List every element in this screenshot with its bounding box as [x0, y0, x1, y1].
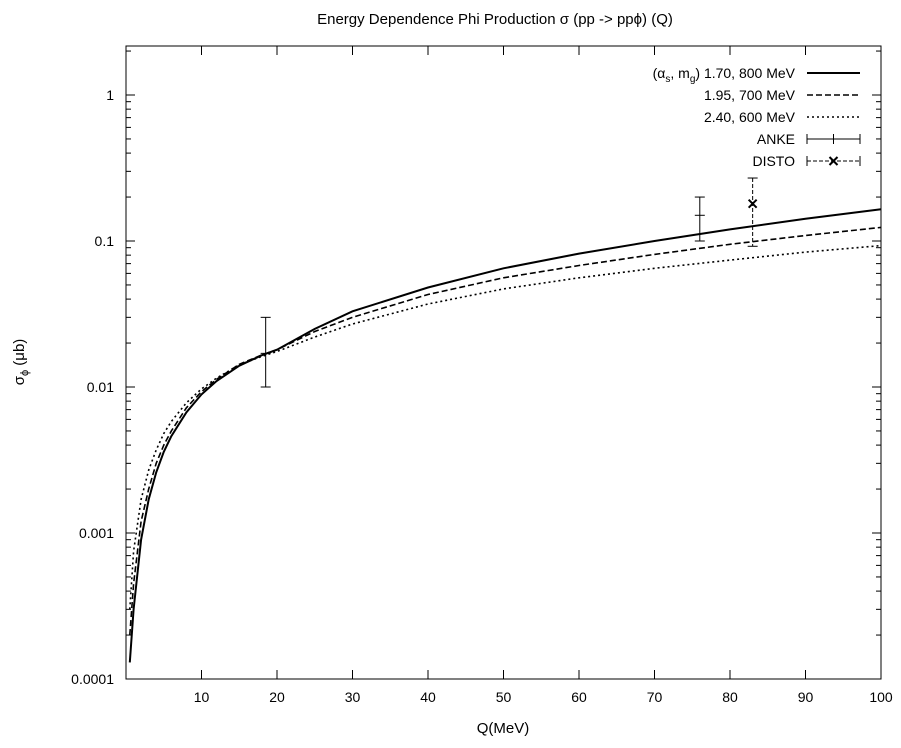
x-tick-label: 40 — [420, 689, 436, 705]
y-axis-ticks: 0.0001 0.001 0.01 0.1 1 — [71, 50, 881, 687]
data-point-anke — [260, 316, 271, 388]
series-line-3 — [129, 244, 882, 610]
y-tick-label: 0.001 — [79, 525, 114, 541]
y-axis-label-subscript: ϕ — [19, 370, 31, 376]
x-axis-label: Q(MeV) — [477, 720, 530, 737]
x-tick-label: 50 — [496, 689, 512, 705]
chart-title: Energy Dependence Phi Production σ (pp -… — [317, 11, 673, 28]
y-axis-label-symbol: σ — [11, 375, 28, 385]
y-tick-label: 0.0001 — [71, 671, 114, 687]
legend-label-3: 2.40, 600 MeV — [704, 109, 796, 125]
x-tick-label: 60 — [571, 689, 587, 705]
series-layer — [128, 208, 882, 663]
y-axis-label-unit: (μb) — [11, 339, 28, 370]
x-tick-label: 30 — [345, 689, 361, 705]
y-axis-label: σϕ (μb) — [11, 339, 31, 386]
series-line-2 — [129, 226, 882, 636]
y-tick-label: 0.01 — [87, 379, 114, 395]
points-layer — [260, 177, 758, 388]
legend-label-1: (αs, mg) 1.70, 800 MeV — [653, 65, 796, 85]
x-tick-label: 20 — [269, 689, 285, 705]
y-tick-label: 1 — [106, 87, 114, 103]
x-axis-ticks: 10 20 30 40 50 60 70 80 90 100 — [194, 46, 893, 705]
legend-swatch-disto — [806, 156, 861, 166]
x-tick-label: 80 — [722, 689, 738, 705]
legend-label-anke: ANKE — [757, 131, 795, 147]
legend-label-2: 1.95, 700 MeV — [704, 87, 796, 103]
legend: (αs, mg) 1.70, 800 MeV 1.95, 700 MeV 2.40,… — [653, 65, 861, 169]
x-tick-label: 70 — [647, 689, 663, 705]
data-point-disto — [747, 177, 758, 247]
data-point-anke — [694, 196, 705, 242]
legend-label-disto: DISTO — [752, 153, 795, 169]
legend-swatch-anke — [806, 134, 861, 144]
x-tick-label: 90 — [798, 689, 814, 705]
x-tick-label: 10 — [194, 689, 210, 705]
x-tick-label: 100 — [869, 689, 893, 705]
y-tick-label: 0.1 — [95, 233, 115, 249]
